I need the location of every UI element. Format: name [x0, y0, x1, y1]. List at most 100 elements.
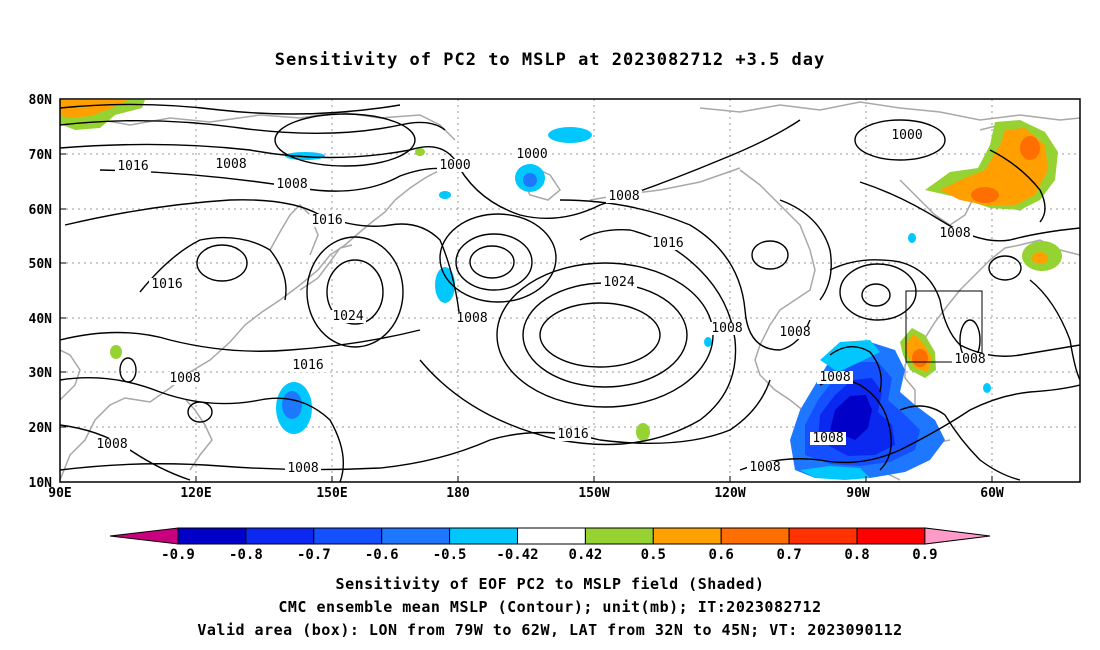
tick-marks — [60, 98, 993, 483]
contour-label-bg — [514, 148, 550, 161]
lon-label-120w: 120W — [714, 486, 745, 501]
contour-label: 1008 — [749, 460, 780, 475]
contour-label: 1000 — [439, 158, 470, 173]
contour-label: 1016 — [557, 427, 588, 442]
colorbar-tick-label: -0.7 — [297, 547, 331, 563]
contour-labels: 1016 1008 1008 1000 1000 1008 1000 1016 1016 1008… — [94, 128, 988, 476]
contour-label-bg — [94, 438, 130, 451]
contour-label: 1008 — [287, 461, 318, 476]
contour-label-bg — [309, 214, 345, 227]
colorbar-segment — [584, 527, 654, 545]
caption-valid-area: Valid area (box): LON from 79W to 62W, L… — [197, 621, 903, 639]
contour-label-bg — [952, 353, 988, 366]
contour-label-bg — [650, 237, 686, 250]
contour-label: 1008 — [276, 177, 307, 192]
lat-label-30n: 30N — [29, 366, 53, 381]
contour-label: 1016 — [652, 236, 683, 251]
contour-label-bg — [709, 322, 745, 335]
colorbar: -0.9 -0.8 -0.7 -0.6 -0.5 -0.42 0.42 0.5 0.6 0.7 0.… — [109, 527, 991, 563]
caption-contour: CMC ensemble mean MSLP (Contour); unit(m… — [278, 598, 822, 616]
colorbar-max-triangle — [924, 527, 991, 545]
contour-label-bg — [555, 428, 591, 441]
colorbar-min-triangle — [109, 527, 179, 545]
colorbar-segment — [720, 527, 790, 545]
contour-label: 1000 — [891, 128, 922, 143]
contour-label: 1008 — [96, 437, 127, 452]
colorbar-segment — [856, 527, 926, 545]
mslp-contours — [60, 103, 1080, 482]
contour-label-bg — [747, 461, 783, 474]
contour-label-bg — [149, 278, 185, 291]
lat-label-50n: 50N — [29, 257, 53, 272]
contour-label-bg — [437, 159, 473, 172]
colorbar-tick-label: -0.8 — [229, 547, 263, 563]
lon-label-180: 180 — [446, 486, 470, 501]
lat-label-40n: 40N — [29, 312, 53, 327]
contour-label-bg — [777, 326, 813, 339]
contour-label-bg — [810, 432, 846, 445]
contour-label: 1000 — [516, 147, 547, 162]
contour-label-bg — [889, 129, 925, 142]
contour-label: 1016 — [292, 358, 323, 373]
contour-label-bg — [937, 227, 973, 240]
contour-label: 1008 — [711, 321, 742, 336]
contour-label: 1008 — [939, 226, 970, 241]
colorbar-segment — [245, 527, 315, 545]
colorbar-segment — [313, 527, 383, 545]
colorbar-tick-label: -0.5 — [433, 547, 467, 563]
lon-label-60w: 60W — [980, 486, 1004, 501]
lat-labels: 80N 70N 60N 50N 40N 30N 20N 10N — [29, 93, 53, 491]
contour-label: 1008 — [215, 157, 246, 172]
contour-label-bg — [115, 160, 151, 173]
contour-label-bg — [817, 371, 853, 384]
colorbar-segment — [177, 527, 247, 545]
contour-label: 1016 — [117, 159, 148, 174]
colorbar-segment — [517, 527, 586, 545]
colorbar-tick-label: 0.8 — [844, 547, 869, 563]
contour-label-bg — [601, 276, 637, 289]
contour-label: 1008 — [779, 325, 810, 340]
gridlines — [60, 99, 1080, 482]
contour-label-bg — [213, 158, 249, 171]
contour-label: 1024 — [332, 309, 363, 324]
contour-label: 1008 — [169, 371, 200, 386]
valid-area-box — [905, 290, 983, 363]
lat-label-60n: 60N — [29, 203, 53, 218]
contour-label: 1008 — [954, 352, 985, 367]
lon-label-150w: 150W — [578, 486, 609, 501]
lat-label-20n: 20N — [29, 421, 53, 436]
contour-label-bg — [167, 372, 203, 385]
colorbar-tick-label: -0.6 — [365, 547, 399, 563]
contour-label-bg — [274, 178, 310, 191]
colorbar-tick-label: 0.7 — [776, 547, 801, 563]
colorbar-segment — [788, 527, 858, 545]
lat-label-10n: 10N — [29, 476, 53, 491]
map-border — [59, 98, 1081, 483]
contour-label: 1024 — [603, 275, 634, 290]
contour-label-bg — [290, 359, 326, 372]
colorbar-tick-label: 0.42 — [569, 547, 603, 563]
colorbar-segment — [449, 527, 519, 545]
colorbar-tick-label: 0.6 — [709, 547, 734, 563]
contour-label-bg — [330, 310, 366, 323]
contour-label: 1008 — [819, 370, 850, 385]
contour-label: 1008 — [456, 311, 487, 326]
contour-label: 1008 — [608, 189, 639, 204]
lon-label-90e: 90E — [48, 486, 71, 501]
lat-label-70n: 70N — [29, 148, 53, 163]
contour-label-bg — [606, 190, 642, 203]
colorbar-segment — [652, 527, 722, 545]
lon-labels: 90E 120E 150E 180 150W 120W 90W 60W — [48, 486, 1004, 501]
lat-label-80n: 80N — [29, 93, 53, 108]
contour-label-bg — [454, 312, 490, 325]
lon-label-120e: 120E — [180, 486, 211, 501]
colorbar-tick-label: 0.5 — [641, 547, 666, 563]
lon-label-150e: 150E — [316, 486, 347, 501]
contour-label: 1008 — [812, 431, 843, 446]
lon-label-90w: 90W — [846, 486, 870, 501]
chart-title: Sensitivity of PC2 to MSLP at 2023082712… — [274, 50, 826, 70]
colorbar-tick-label: -0.9 — [161, 547, 195, 563]
contour-label: 1016 — [311, 213, 342, 228]
caption-shading: Sensitivity of EOF PC2 to MSLP field (Sh… — [335, 575, 765, 593]
